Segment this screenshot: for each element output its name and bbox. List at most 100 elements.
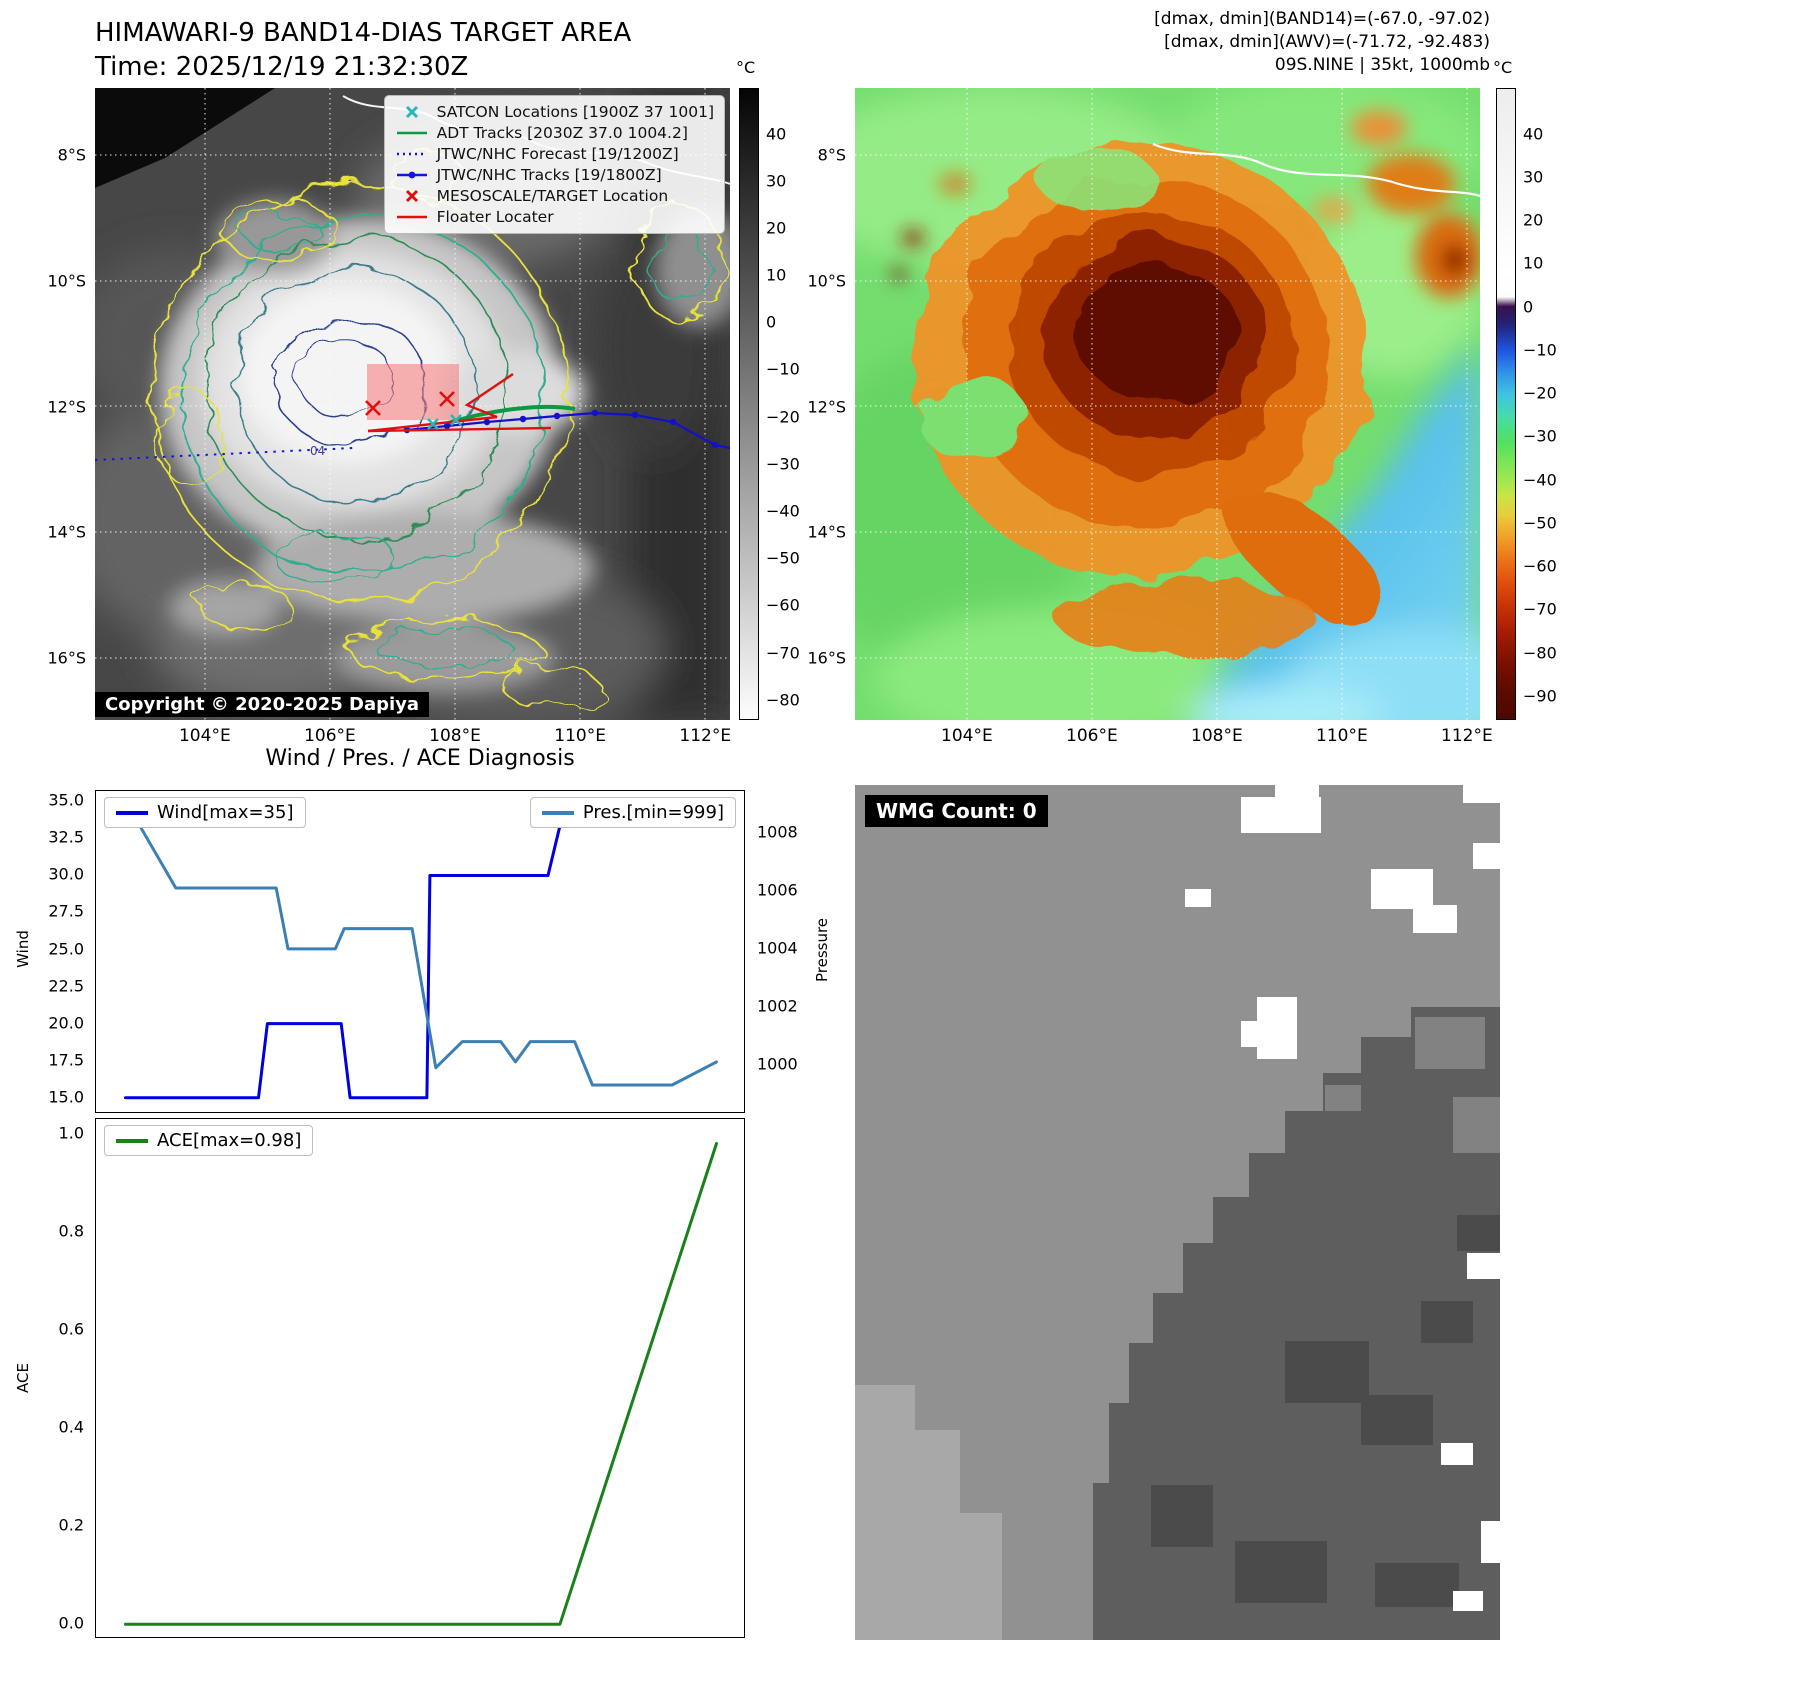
pressure-legend-label: Pres.[min=999] bbox=[582, 802, 724, 823]
map-gridlines bbox=[855, 88, 1480, 720]
tick-label: −30 bbox=[1523, 426, 1557, 446]
legend-item-label: SATCON Locations [1900Z 37 1001] bbox=[436, 103, 714, 121]
tick-label: 108°E bbox=[1191, 726, 1243, 746]
awv-colorbar-ticks: 40 30 20 10 0 −10 −20 −30 −40 −50 −60 −70 −80 −90 bbox=[1520, 88, 1566, 720]
tick-label: −20 bbox=[1523, 383, 1557, 403]
tick-label: 30 bbox=[1523, 167, 1544, 187]
ace-plot-area bbox=[124, 1142, 718, 1626]
satcon-marker bbox=[450, 414, 462, 426]
tick-label: −90 bbox=[1523, 686, 1557, 706]
legend-item: SATCON Locations [1900Z 37 1001] bbox=[395, 103, 714, 121]
band14-lon-axis: 104°E 106°E 108°E 110°E 112°E bbox=[95, 726, 732, 750]
wind-legend-swatch bbox=[116, 810, 148, 815]
tick-label: 8°S bbox=[817, 145, 846, 165]
wind-legend: Wind[max=35] bbox=[104, 797, 306, 828]
band14-colorbar-ticks: 40 30 20 10 0 −10 −20 −30 −40 −50 −60 −70 −80 bbox=[763, 88, 809, 720]
tick-label: 16°S bbox=[47, 648, 86, 668]
tick-label: 10 bbox=[1523, 253, 1544, 273]
tick-label: −60 bbox=[1523, 556, 1557, 576]
legend-item: JTWC/NHC Tracks [19/1800Z] bbox=[395, 166, 714, 184]
adt-track bbox=[444, 404, 576, 426]
pressure-legend: Pres.[min=999] bbox=[529, 797, 736, 828]
band14-map-legend: SATCON Locations [1900Z 37 1001] ADT Trac… bbox=[383, 95, 725, 234]
warm-sea-region bbox=[1185, 343, 1480, 720]
tick-label: 112°E bbox=[679, 726, 732, 746]
band14-colorbar-unit: °C bbox=[736, 58, 756, 77]
series-line bbox=[124, 799, 718, 1100]
tick-label: 25.0 bbox=[48, 939, 84, 959]
tick-label: −80 bbox=[1523, 643, 1557, 663]
awv-colorbar bbox=[1496, 88, 1516, 720]
tick-label: 106°E bbox=[1066, 726, 1118, 746]
copyright-label: Copyright © 2020-2025 Dapiya bbox=[95, 692, 430, 717]
tick-label: 1004 bbox=[757, 938, 798, 958]
tick-label: 0.0 bbox=[58, 1613, 84, 1633]
tick-label: 20.0 bbox=[48, 1013, 84, 1033]
tick-label: 110°E bbox=[1316, 726, 1368, 746]
tick-label: 106°E bbox=[304, 726, 356, 746]
wind-pressure-plot-area bbox=[124, 799, 718, 1100]
band14-time-label: Time: 2025/12/19 21:32:30Z bbox=[95, 52, 469, 82]
x-marker-icon bbox=[405, 105, 418, 119]
tick-label: −70 bbox=[766, 643, 800, 663]
ace-axis-label: ACE bbox=[13, 1363, 32, 1393]
coastline bbox=[1152, 142, 1480, 198]
legend-item-label: MESOSCALE/TARGET Location bbox=[436, 187, 669, 205]
jtwc-forecast-track bbox=[95, 447, 354, 461]
diagnosis-title: Wind / Pres. / ACE Diagnosis bbox=[265, 746, 575, 771]
forecast-annotation: 04 bbox=[310, 444, 326, 458]
pressure-axis-ticks: 1008 1006 1004 1002 1000 bbox=[753, 790, 805, 1113]
tick-label: −50 bbox=[766, 548, 800, 568]
awv-lat-axis: 8°S 10°S 12°S 14°S 16°S bbox=[798, 88, 850, 720]
dark-mask-region bbox=[1093, 1007, 1500, 1640]
legend-item-label: JTWC/NHC Forecast [19/1200Z] bbox=[436, 145, 679, 163]
tick-label: 0 bbox=[1523, 297, 1534, 317]
tick-label: −40 bbox=[766, 501, 800, 521]
tick-label: −20 bbox=[766, 407, 800, 427]
tick-label: 14°S bbox=[47, 522, 86, 542]
ace-legend-swatch bbox=[116, 1138, 148, 1143]
tick-label: −70 bbox=[1523, 599, 1557, 619]
tick-label: 1008 bbox=[757, 822, 798, 842]
wind-pressure-chart: Wind[max=35] Pres.[min=999] bbox=[95, 790, 745, 1113]
tick-label: −30 bbox=[766, 454, 800, 474]
tick-label: 0.8 bbox=[58, 1221, 84, 1241]
tick-label: −40 bbox=[1523, 470, 1557, 490]
band14-satellite-map: SATCON Locations [1900Z 37 1001] ADT Trac… bbox=[95, 88, 730, 720]
wmg-map: WMG Count: 0 bbox=[855, 785, 1500, 1640]
dmax-dmin-awv-label: [dmax, dmin](AWV)=(-71.72, -92.483) bbox=[1164, 32, 1490, 52]
tick-label: 0 bbox=[766, 312, 777, 332]
legend-item: MESOSCALE/TARGET Location bbox=[395, 187, 714, 205]
tick-label: 20 bbox=[1523, 210, 1544, 230]
wind-axis-label: Wind bbox=[13, 930, 32, 968]
tick-label: 14°S bbox=[807, 522, 846, 542]
tick-label: 20 bbox=[766, 218, 787, 238]
jtwc-track-points bbox=[403, 409, 719, 449]
tick-label: 16°S bbox=[807, 648, 846, 668]
tick-label: 40 bbox=[1523, 124, 1544, 143]
tick-label: −60 bbox=[766, 595, 800, 615]
jtwc-track bbox=[406, 411, 730, 450]
tick-label: 40 bbox=[766, 124, 787, 143]
legend-item: Floater Locater bbox=[395, 208, 714, 226]
pressure-axis-label: Pressure bbox=[813, 917, 832, 983]
target-area-box bbox=[367, 364, 459, 420]
tick-label: −10 bbox=[766, 359, 800, 379]
tick-label: −10 bbox=[1523, 340, 1557, 360]
legend-item: JTWC/NHC Forecast [19/1200Z] bbox=[395, 145, 714, 163]
tick-label: 10 bbox=[766, 265, 787, 285]
awv-color-map bbox=[855, 88, 1480, 720]
band14-lat-axis: 8°S 10°S 12°S 14°S 16°S bbox=[38, 88, 90, 720]
ace-axis-ticks: 1.0 0.8 0.6 0.4 0.2 0.0 bbox=[28, 1118, 88, 1638]
ir-contours bbox=[151, 184, 569, 602]
band14-title-block: HIMAWARI-9 BAND14-DIAS TARGET AREA Time:… bbox=[95, 16, 631, 84]
tick-label: 1000 bbox=[757, 1054, 798, 1074]
tick-label: 108°E bbox=[429, 726, 481, 746]
wind-axis-ticks: 35.0 32.5 30.0 27.5 25.0 22.5 20.0 17.5 15.0 bbox=[28, 790, 88, 1113]
awv-colorbar-unit: °C bbox=[1493, 58, 1513, 77]
tick-label: 0.4 bbox=[58, 1417, 84, 1437]
legend-item: ADT Tracks [2030Z 37.0 1004.2] bbox=[395, 124, 714, 142]
series-line bbox=[124, 799, 718, 1087]
tick-label: 27.5 bbox=[48, 901, 84, 921]
